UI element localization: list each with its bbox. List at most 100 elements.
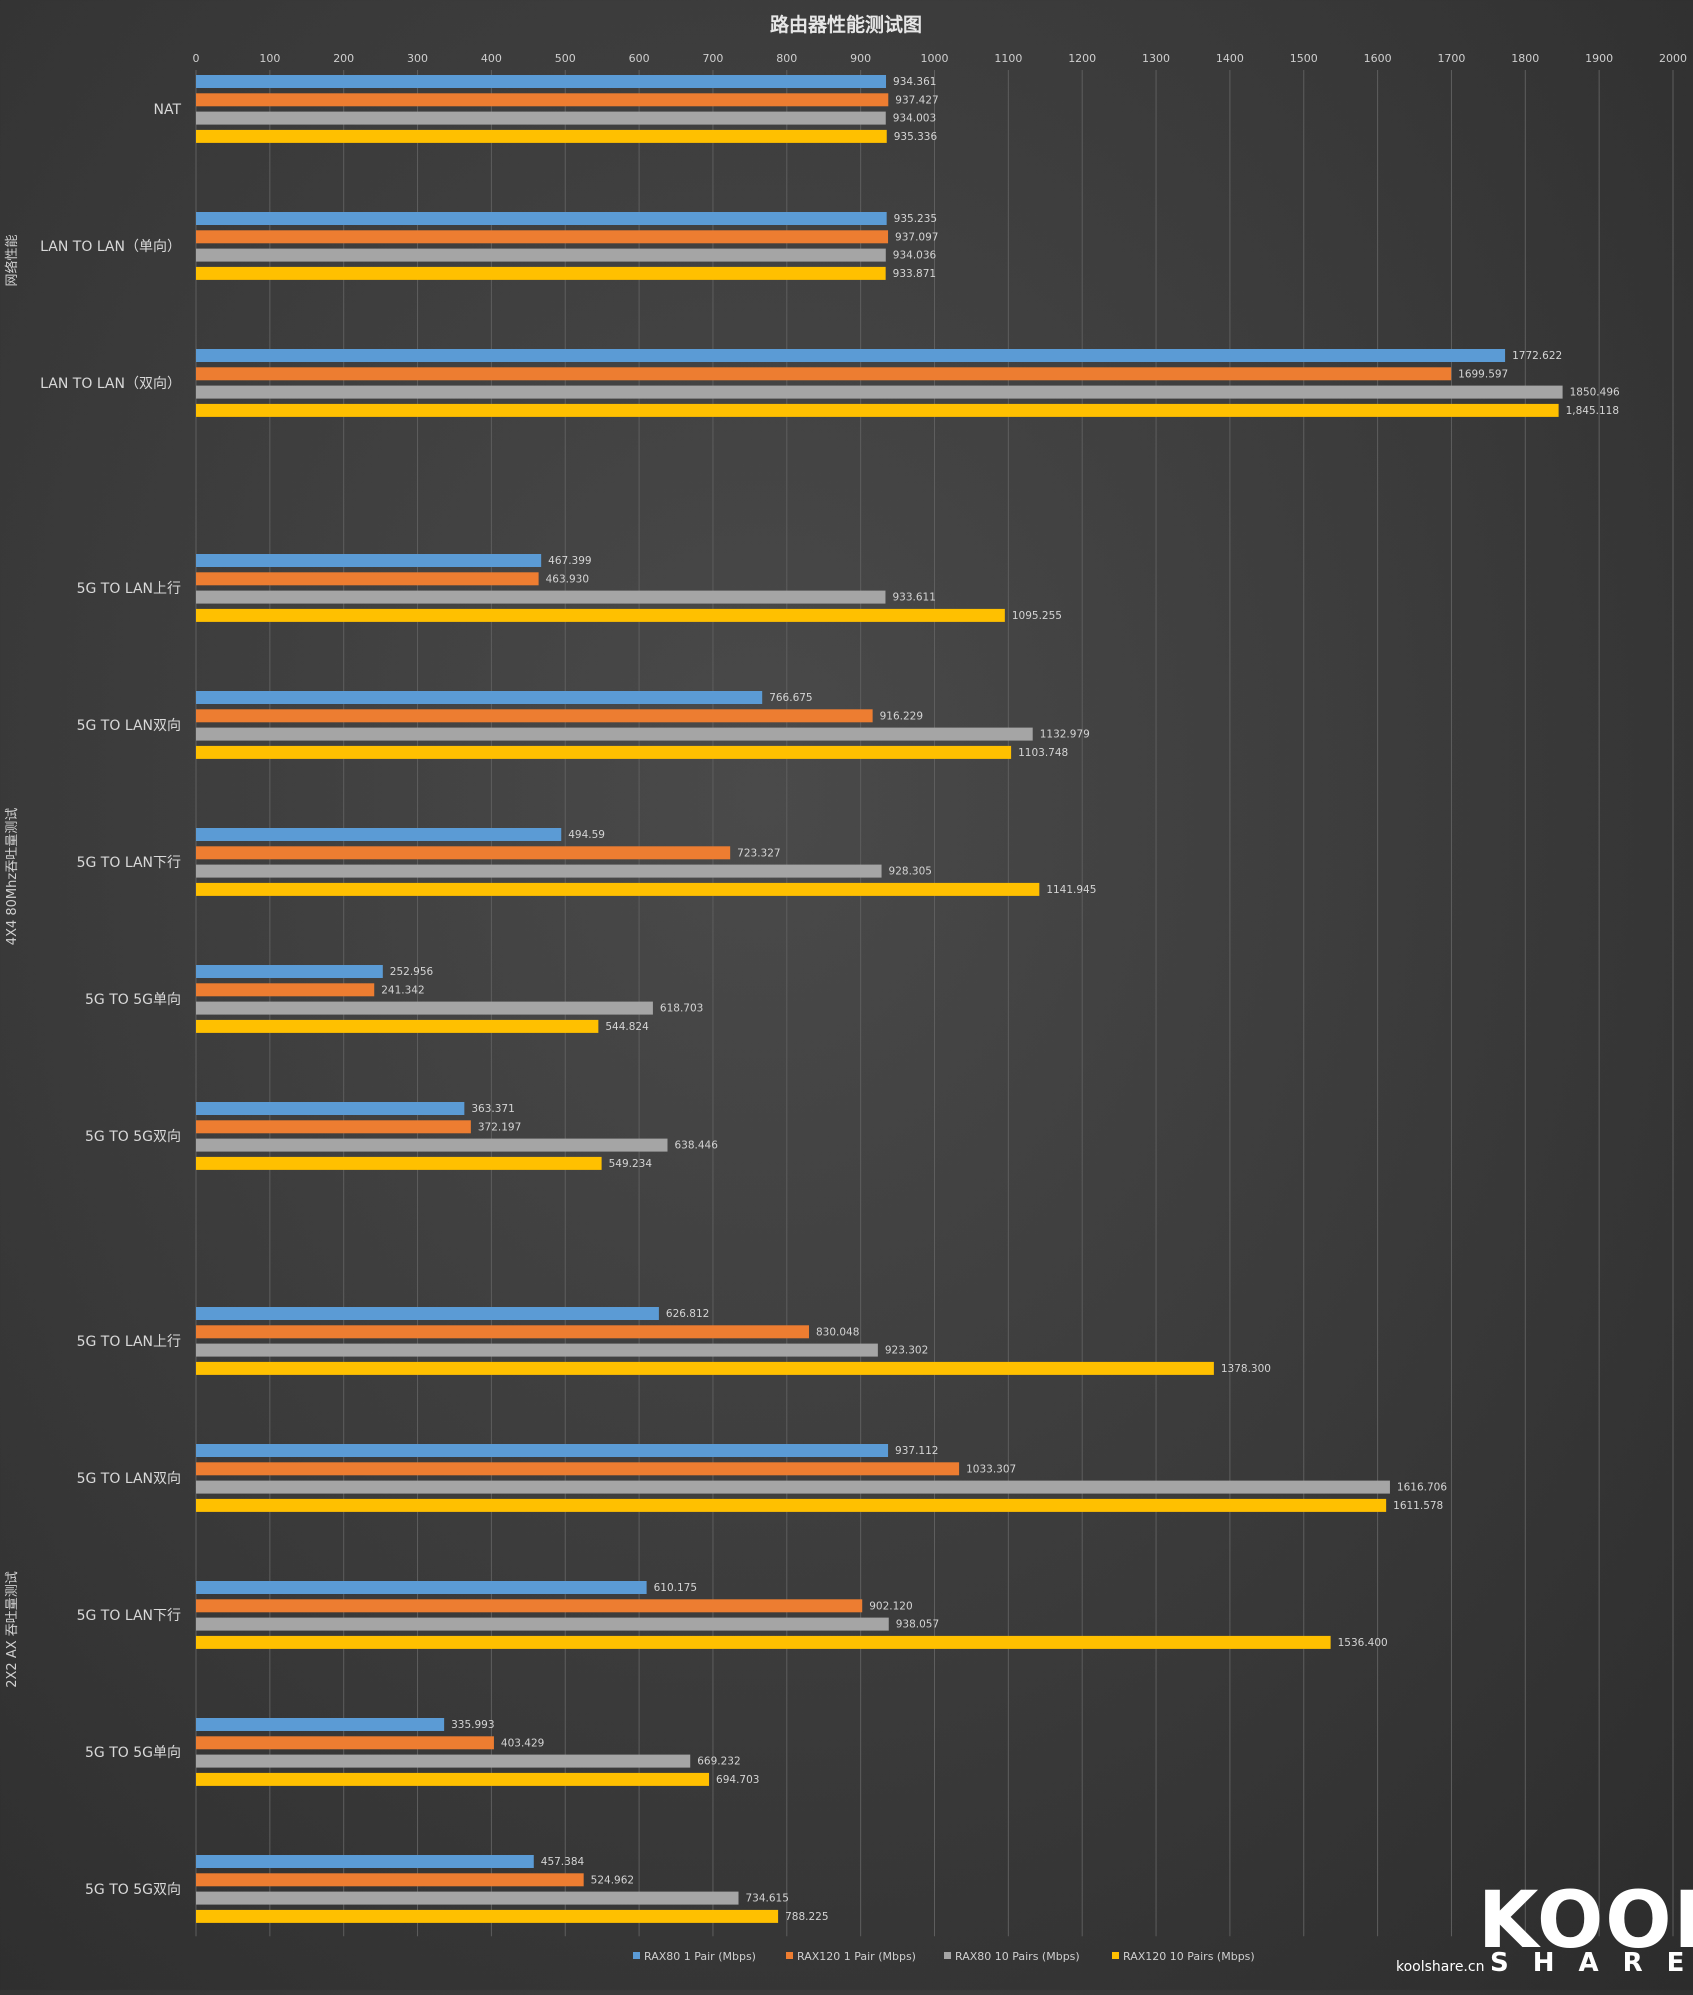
legend-swatch <box>944 1952 951 1959</box>
bar-value-label: 403.429 <box>501 1737 544 1749</box>
x-tick-label: 800 <box>776 52 797 65</box>
bar-value-label: 241.342 <box>381 984 424 996</box>
x-tick-label: 700 <box>702 52 723 65</box>
category-label: 5G TO 5G单向 <box>85 1745 181 1761</box>
bar-value-label: 766.675 <box>769 692 812 704</box>
legend-swatch <box>1112 1952 1119 1959</box>
bar-value-label: 934.036 <box>893 250 937 262</box>
bar <box>196 1498 1387 1512</box>
bar <box>196 1891 739 1905</box>
bar-value-label: 788.225 <box>785 1911 828 1923</box>
x-tick-label: 1400 <box>1216 52 1244 65</box>
bar-value-label: 335.993 <box>451 1719 494 1731</box>
bar <box>196 248 886 262</box>
bar-value-label: 252.956 <box>390 966 434 978</box>
bar-value-label: 1132.979 <box>1040 729 1090 741</box>
bar-value-label: 934.003 <box>893 113 936 125</box>
bar-value-label: 1616.706 <box>1397 1482 1447 1494</box>
bar-value-label: 1772.622 <box>1512 350 1562 362</box>
bar-value-label: 1141.945 <box>1046 884 1096 896</box>
bar <box>196 349 1506 362</box>
group-label: 4X4 80Mhz吞吐量测试 <box>5 808 20 945</box>
category-label: NAT <box>153 102 181 118</box>
bar <box>196 1102 465 1115</box>
category-label: 5G TO 5G单向 <box>85 992 181 1008</box>
category-label: 5G TO LAN上行 <box>77 1334 181 1350</box>
bar-value-label: 610.175 <box>654 1582 697 1594</box>
x-tick-label: 900 <box>850 52 871 65</box>
bar <box>196 590 886 604</box>
bar-value-label: 938.057 <box>896 1619 939 1631</box>
bar <box>196 1156 602 1170</box>
bar <box>196 572 539 586</box>
bar-value-label: 923.302 <box>885 1345 928 1357</box>
bar <box>196 727 1033 741</box>
bar-value-label: 937.427 <box>895 94 938 106</box>
category-label: LAN TO LAN（单向） <box>40 239 181 255</box>
category-label: 5G TO LAN双向 <box>77 718 181 734</box>
legend-label: RAX120 1 Pair (Mbps) <box>797 1950 916 1963</box>
bar-value-label: 935.235 <box>894 213 937 225</box>
category-label: 5G TO 5G双向 <box>85 1129 181 1145</box>
bar <box>196 608 1005 622</box>
bar <box>196 1736 494 1750</box>
x-tick-label: 100 <box>259 52 280 65</box>
bar <box>196 709 873 723</box>
bar <box>196 1138 668 1152</box>
bar-value-label: 1095.255 <box>1012 610 1062 622</box>
x-tick-label: 1500 <box>1290 52 1318 65</box>
bar <box>196 864 882 878</box>
bar <box>196 1873 584 1887</box>
bar-value-label: 1699.597 <box>1458 368 1508 380</box>
bar <box>196 230 889 244</box>
bar <box>196 266 886 280</box>
bar <box>196 129 887 143</box>
bar <box>196 983 375 997</box>
category-label: LAN TO LAN（双向） <box>40 376 181 392</box>
category-label: 5G TO LAN下行 <box>77 1608 181 1624</box>
bar <box>196 965 383 978</box>
bar-value-label: 467.399 <box>548 555 591 567</box>
bar-value-label: 1103.748 <box>1018 747 1068 759</box>
bar-value-label: 934.361 <box>893 76 936 88</box>
bar-value-label: 916.229 <box>880 710 923 722</box>
category-label: 5G TO LAN上行 <box>77 581 181 597</box>
bar <box>196 1599 863 1613</box>
bar <box>196 367 1452 381</box>
bar-value-label: 933.871 <box>893 268 936 280</box>
bar <box>196 93 889 107</box>
bar-value-label: 830.048 <box>816 1326 859 1338</box>
bar <box>196 212 887 225</box>
bar-value-label: 457.384 <box>541 1856 585 1868</box>
bar <box>196 1325 809 1339</box>
bar <box>196 882 1040 896</box>
legend-label: RAX80 10 Pairs (Mbps) <box>955 1950 1080 1963</box>
bar <box>196 1019 599 1033</box>
x-tick-label: 1300 <box>1142 52 1170 65</box>
bar-value-label: 524.962 <box>591 1874 634 1886</box>
bar-value-label: 494.59 <box>568 829 605 841</box>
bar <box>196 745 1012 759</box>
bar <box>196 75 887 88</box>
bar <box>196 1772 710 1786</box>
bar <box>196 1343 878 1357</box>
bar <box>196 1307 659 1320</box>
bar-value-label: 638.446 <box>674 1140 718 1152</box>
bar <box>196 554 542 567</box>
legend-label: RAX120 10 Pairs (Mbps) <box>1123 1950 1255 1963</box>
bar-value-label: 1378.300 <box>1221 1363 1271 1375</box>
bar-value-label: 902.120 <box>869 1600 912 1612</box>
category-label: 5G TO 5G双向 <box>85 1882 181 1898</box>
bar-value-label: 1536.400 <box>1338 1637 1388 1649</box>
bar-value-label: 463.930 <box>546 573 589 585</box>
bar-value-label: 937.112 <box>895 1445 938 1457</box>
bar <box>196 1581 647 1594</box>
legend-swatch <box>786 1952 793 1959</box>
bar-value-label: 363.371 <box>471 1103 514 1115</box>
x-tick-label: 300 <box>407 52 428 65</box>
bar <box>196 846 731 860</box>
bar <box>196 1909 779 1923</box>
x-tick-label: 600 <box>629 52 650 65</box>
